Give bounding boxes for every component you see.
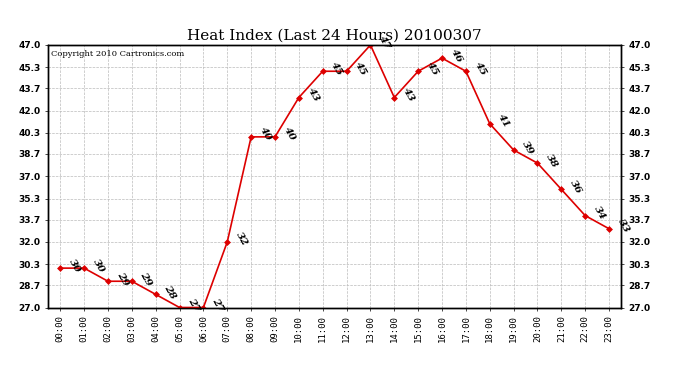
- Text: 40: 40: [282, 126, 297, 143]
- Text: 46: 46: [449, 47, 464, 64]
- Text: 27: 27: [210, 297, 226, 314]
- Text: 39: 39: [520, 139, 535, 156]
- Text: 47: 47: [377, 34, 393, 51]
- Text: 45: 45: [425, 60, 440, 77]
- Text: 43: 43: [402, 87, 416, 104]
- Text: 33: 33: [616, 218, 631, 235]
- Text: 29: 29: [115, 270, 130, 287]
- Text: 28: 28: [163, 284, 177, 300]
- Text: 29: 29: [139, 270, 154, 287]
- Text: 27: 27: [186, 297, 201, 314]
- Text: 30: 30: [91, 257, 106, 274]
- Text: 30: 30: [67, 257, 82, 274]
- Text: 32: 32: [234, 231, 249, 248]
- Text: 34: 34: [592, 205, 607, 222]
- Text: 45: 45: [330, 60, 345, 77]
- Text: 36: 36: [569, 178, 583, 195]
- Text: 43: 43: [306, 87, 321, 104]
- Text: Copyright 2010 Cartronics.com: Copyright 2010 Cartronics.com: [51, 50, 184, 58]
- Text: 38: 38: [544, 152, 560, 169]
- Text: 40: 40: [258, 126, 273, 143]
- Text: 45: 45: [473, 60, 488, 77]
- Title: Heat Index (Last 24 Hours) 20100307: Heat Index (Last 24 Hours) 20100307: [188, 28, 482, 42]
- Text: 45: 45: [353, 60, 368, 77]
- Text: 41: 41: [497, 113, 512, 130]
